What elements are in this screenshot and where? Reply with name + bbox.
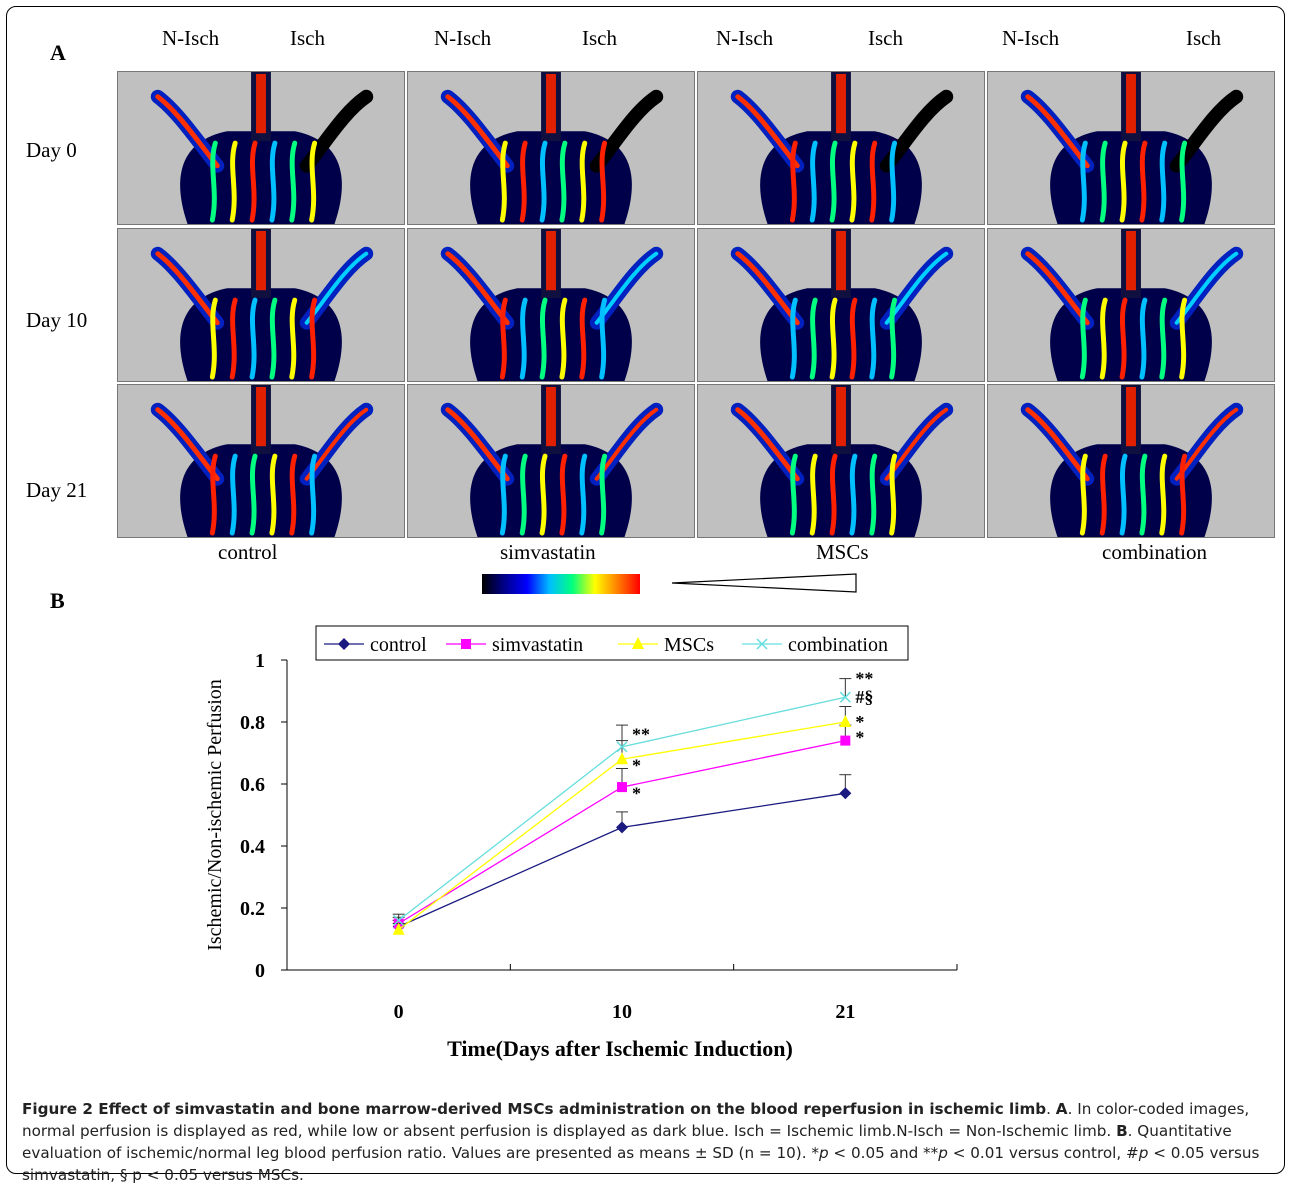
legend-label-MSCs: MSCs bbox=[664, 634, 714, 656]
caption-panel-a-ref: A bbox=[1055, 1100, 1068, 1118]
perfusion-image-simvastatin-day21 bbox=[407, 384, 695, 538]
legend-label-combination: combination bbox=[788, 634, 888, 656]
row-label-day0: Day 0 bbox=[26, 138, 77, 162]
significance-annotation: #§ bbox=[855, 687, 873, 707]
perfusion-image-combination-day21 bbox=[987, 384, 1275, 538]
perfusion-image-mscs-day10 bbox=[697, 228, 985, 382]
significance-annotation: * bbox=[632, 783, 641, 803]
group-label-control: control bbox=[218, 540, 278, 564]
significance-annotation: ** bbox=[632, 724, 650, 744]
data-point-simvastatin bbox=[617, 782, 627, 793]
significance-annotation: * bbox=[855, 712, 864, 732]
perfusion-image-combination-day0 bbox=[987, 71, 1275, 225]
perfusion-image-simvastatin-day0 bbox=[407, 71, 695, 225]
col-header-combination-nisch: N-Isch bbox=[1002, 26, 1060, 50]
col-header-simvastatin-isch: Isch bbox=[582, 26, 617, 50]
caption-italic-p: p bbox=[818, 1144, 829, 1162]
perfusion-image-combination-day10 bbox=[987, 228, 1275, 382]
y-axis-label: Ischemic/Non-ischemic Perfusion bbox=[204, 679, 226, 951]
data-point-MSCs bbox=[616, 752, 628, 765]
legend-marker-simvastatin bbox=[461, 639, 471, 649]
panel-b-letter: B bbox=[50, 588, 65, 613]
perfusion-color-scale bbox=[482, 574, 640, 594]
data-point-MSCs bbox=[392, 922, 405, 935]
figure-frame bbox=[6, 6, 1285, 1174]
significance-annotation: * bbox=[632, 755, 641, 775]
data-point-combination bbox=[839, 691, 851, 703]
caption-text: < 0.05 and ** bbox=[828, 1144, 939, 1162]
figure-caption: Figure 2 Effect of simvastatin and bone … bbox=[22, 1098, 1274, 1186]
col-header-mscs-nisch: N-Isch bbox=[716, 26, 774, 50]
data-point-MSCs bbox=[839, 715, 852, 727]
x-tick-label: 10 bbox=[612, 1001, 632, 1023]
perfusion-image-control-day0 bbox=[117, 71, 405, 225]
legend-label-simvastatin: simvastatin bbox=[492, 634, 583, 656]
y-tick-label: 0.8 bbox=[240, 712, 265, 734]
y-tick-label: 0.2 bbox=[240, 898, 265, 920]
legend-marker-MSCs bbox=[632, 637, 644, 649]
panel-a-letter: A bbox=[50, 40, 66, 65]
caption-text: < 0.01 versus control, # bbox=[947, 1144, 1139, 1162]
caption-italic-p: p bbox=[938, 1144, 948, 1162]
legend-label-control: control bbox=[370, 634, 427, 656]
row-label-day21: Day 21 bbox=[26, 478, 88, 502]
group-label-mscs: MSCs bbox=[816, 540, 869, 564]
row-label-day10: Day 10 bbox=[26, 308, 88, 332]
caption-panel-b-ref: B bbox=[1116, 1122, 1128, 1140]
significance-annotation: ** bbox=[855, 669, 873, 689]
caption-text: . bbox=[1046, 1100, 1056, 1118]
perfusion-image-mscs-day21 bbox=[697, 384, 985, 538]
data-point-control bbox=[616, 821, 628, 834]
y-tick-label: 0 bbox=[255, 960, 265, 982]
caption-text: . In color-coded images, normal perfusio… bbox=[22, 1100, 1250, 1140]
caption-figure-title: Figure 2 Effect of simvastatin and bone … bbox=[22, 1100, 1047, 1118]
caption-italic-p: p bbox=[1138, 1144, 1149, 1162]
perfusion-image-simvastatin-day10 bbox=[407, 228, 695, 382]
perfusion-image-mscs-day0 bbox=[697, 71, 985, 225]
perfusion-image-control-day10 bbox=[117, 228, 405, 382]
legend-marker-control bbox=[338, 638, 350, 650]
data-point-control bbox=[839, 787, 852, 800]
data-point-combination bbox=[616, 741, 628, 753]
col-header-mscs-isch: Isch bbox=[868, 26, 903, 50]
group-label-combination: combination bbox=[1102, 540, 1207, 564]
y-tick-label: 1 bbox=[255, 650, 265, 672]
significance-annotation: * bbox=[855, 728, 864, 748]
data-point-combination bbox=[393, 914, 405, 926]
y-tick-label: 0.6 bbox=[240, 774, 265, 796]
legend-box bbox=[315, 625, 909, 661]
col-header-control-nisch: N-Isch bbox=[162, 26, 220, 50]
caption-text: < 0.05 versus simvastatin, § p < 0.05 ve… bbox=[22, 1144, 1260, 1184]
perfusion-scale-wedge-icon bbox=[671, 573, 857, 593]
col-header-combination-isch: Isch bbox=[1186, 26, 1221, 50]
col-header-control-isch: Isch bbox=[290, 26, 325, 50]
data-point-simvastatin bbox=[840, 735, 851, 746]
group-label-simvastatin: simvastatin bbox=[500, 540, 596, 564]
legend-marker-combination bbox=[756, 638, 768, 650]
caption-text: . Quantitative evaluation of ischemic/no… bbox=[22, 1122, 1232, 1162]
x-tick-label: 21 bbox=[835, 1001, 855, 1023]
x-tick-label: 0 bbox=[394, 1001, 404, 1023]
perfusion-image-control-day21 bbox=[117, 384, 405, 538]
col-header-simvastatin-nisch: N-Isch bbox=[434, 26, 492, 50]
y-tick-label: 0.4 bbox=[240, 836, 265, 858]
x-axis-label: Time(Days after Ischemic Induction) bbox=[447, 1036, 793, 1061]
